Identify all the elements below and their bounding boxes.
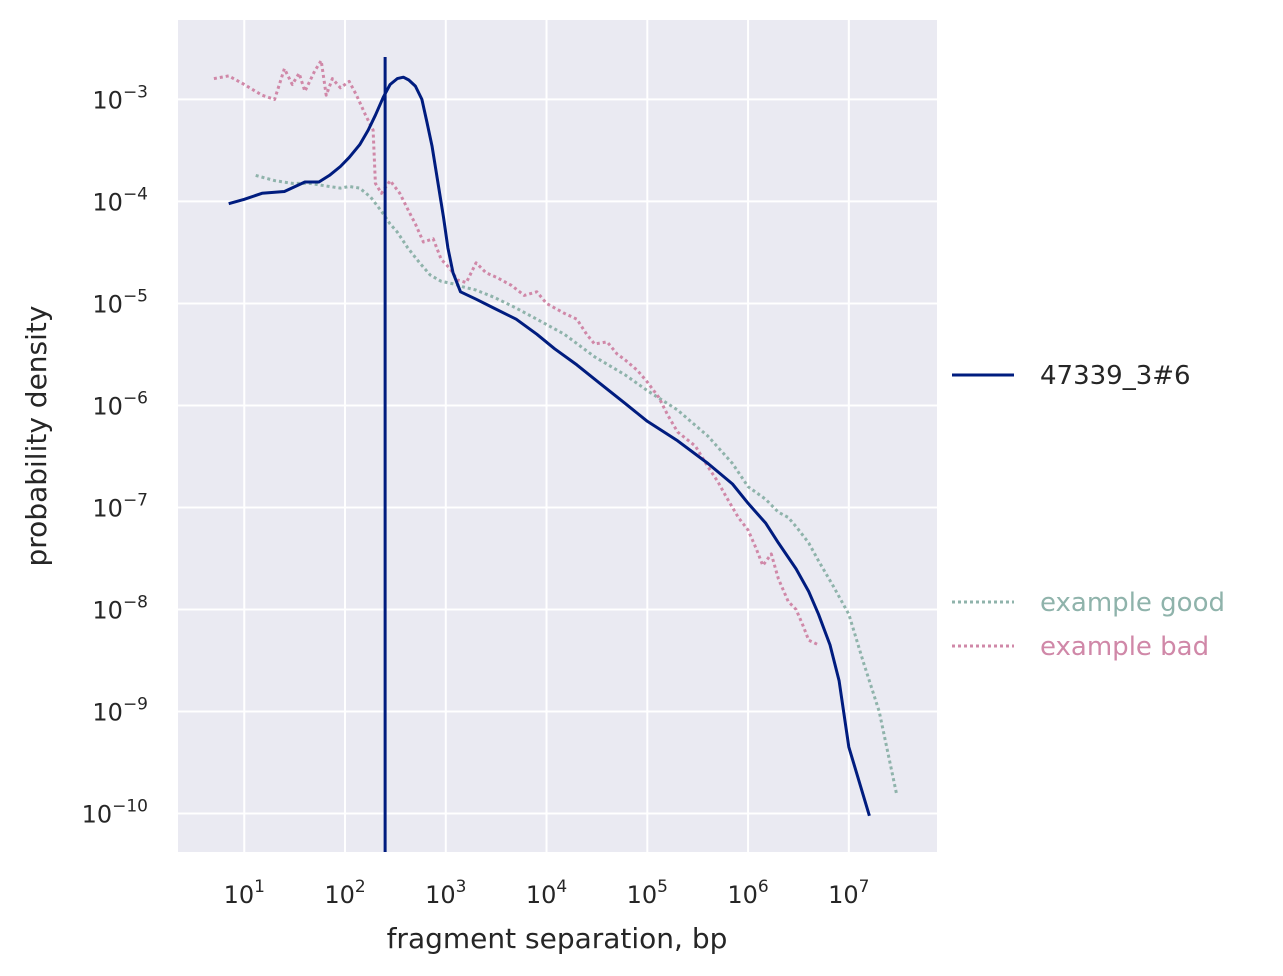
x-tick-label: 104 (526, 877, 567, 909)
series-line-47339-3-6 (228, 75, 871, 817)
x-tick-label: 102 (324, 877, 365, 909)
x-tick-label: 105 (627, 877, 668, 909)
y-tick-label: 10−7 (92, 490, 148, 522)
y-tick-label: 10−3 (92, 82, 148, 114)
legend-label: 47339_3#6 (1040, 361, 1191, 391)
y-axis-ticks: 10−3 10−4 10−5 10−6 10−7 10−8 10−9 10−10 (82, 82, 148, 828)
series-line-example-good (255, 173, 899, 796)
y-axis-label: probability density (20, 306, 53, 567)
x-tick-label: 101 (224, 877, 265, 909)
y-tick-label: 10−10 (82, 797, 148, 829)
plot-area-background (178, 20, 937, 852)
grid-lines (178, 20, 937, 852)
series-lines (213, 57, 899, 852)
x-tick-label: 106 (727, 877, 768, 909)
x-axis-label: fragment separation, bp (387, 922, 728, 955)
y-tick-label: 10−4 (92, 184, 148, 216)
y-tick-label: 10−8 (92, 593, 148, 625)
x-tick-label: 103 (425, 877, 466, 909)
y-tick-label: 10−6 (92, 388, 148, 420)
x-tick-label: 107 (828, 877, 869, 909)
legend-label: example good (1040, 588, 1225, 618)
x-axis-ticks: 101 102 103 104 105 106 107 (224, 877, 870, 909)
y-tick-label: 10−9 (92, 695, 148, 727)
y-tick-label: 10−5 (92, 286, 148, 318)
legend-label: example bad (1040, 632, 1209, 662)
